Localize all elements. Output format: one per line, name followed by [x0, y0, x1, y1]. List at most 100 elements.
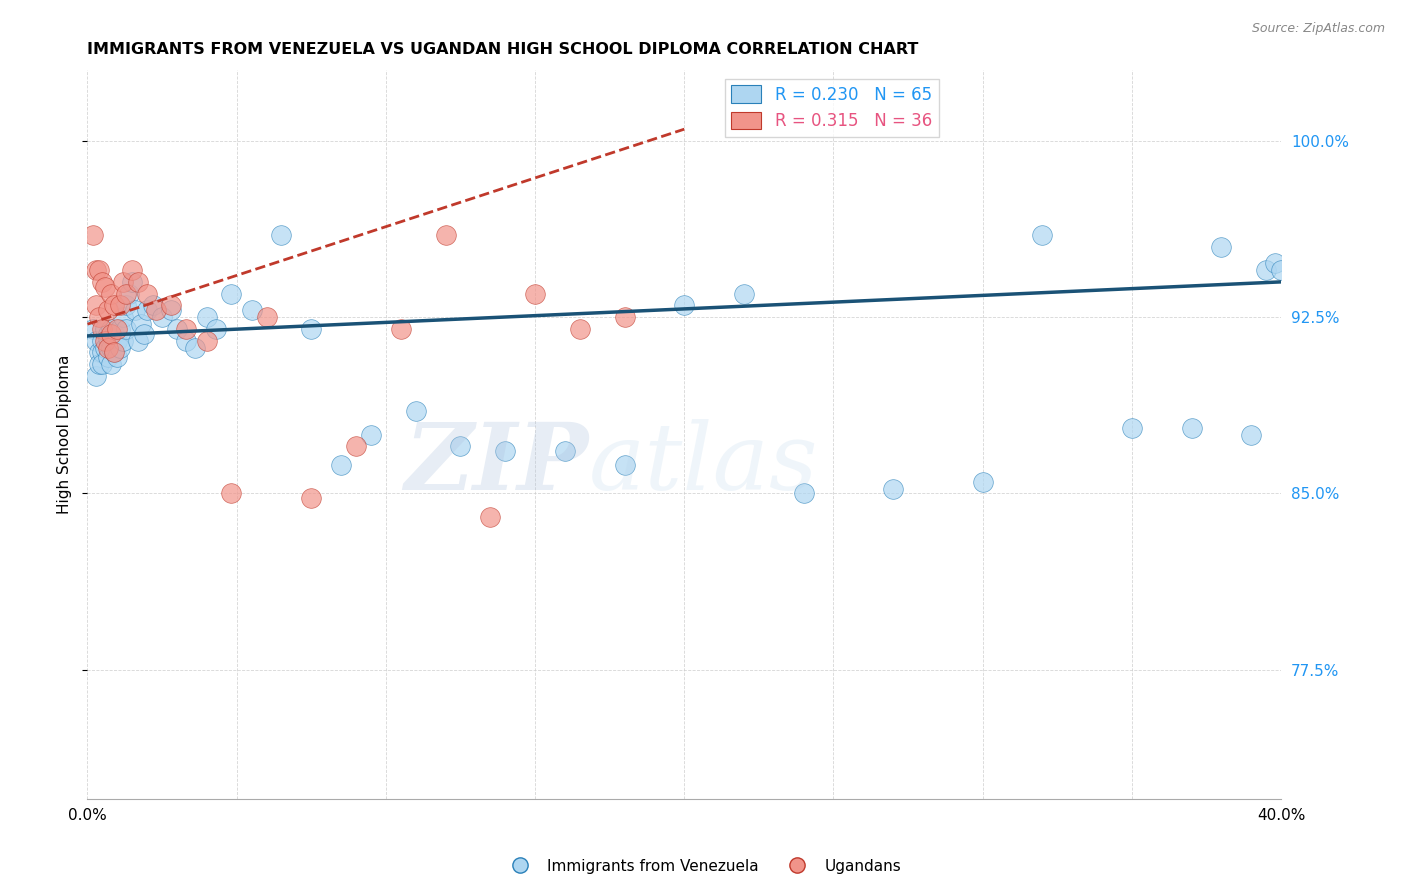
Point: [112, 334, 135, 348]
Point: [86, 263, 108, 277]
Point: [86, 368, 108, 383]
Point: [219, 486, 242, 500]
Point: [240, 303, 263, 318]
Point: [136, 303, 159, 318]
Point: [103, 345, 125, 359]
Point: [389, 322, 412, 336]
Point: [450, 439, 472, 453]
Point: [100, 322, 122, 336]
Point: [97, 326, 120, 341]
Point: [97, 331, 120, 345]
Point: [479, 509, 502, 524]
Point: [405, 404, 427, 418]
Point: [129, 317, 152, 331]
Point: [204, 322, 226, 336]
Point: [100, 341, 122, 355]
Point: [91, 322, 114, 336]
Point: [91, 334, 114, 348]
Point: [89, 357, 111, 371]
Point: [494, 444, 516, 458]
Point: [360, 427, 382, 442]
Point: [100, 357, 122, 371]
Point: [1256, 263, 1278, 277]
Point: [100, 326, 122, 341]
Point: [112, 275, 135, 289]
Point: [86, 334, 108, 348]
Point: [184, 341, 207, 355]
Text: Source: ZipAtlas.com: Source: ZipAtlas.com: [1251, 22, 1385, 36]
Point: [118, 286, 141, 301]
Point: [299, 322, 322, 336]
Point: [91, 275, 114, 289]
Point: [105, 334, 128, 348]
Point: [160, 298, 183, 312]
Point: [270, 227, 292, 242]
Text: atlas: atlas: [589, 418, 818, 508]
Text: ZIP: ZIP: [405, 418, 589, 508]
Point: [94, 279, 117, 293]
Point: [1264, 256, 1286, 270]
Point: [121, 275, 143, 289]
Legend: Immigrants from Venezuela, Ugandans: Immigrants from Venezuela, Ugandans: [499, 853, 907, 880]
Point: [97, 350, 120, 364]
Point: [1121, 420, 1143, 434]
Point: [110, 341, 132, 355]
Point: [344, 439, 367, 453]
Point: [82, 227, 104, 242]
Point: [121, 263, 143, 277]
Point: [136, 286, 159, 301]
Point: [91, 357, 114, 371]
Point: [166, 322, 188, 336]
Point: [94, 334, 117, 348]
Point: [97, 341, 120, 355]
Point: [127, 275, 149, 289]
Point: [613, 458, 636, 472]
Text: IMMIGRANTS FROM VENEZUELA VS UGANDAN HIGH SCHOOL DIPLOMA CORRELATION CHART: IMMIGRANTS FROM VENEZUELA VS UGANDAN HIG…: [87, 42, 920, 57]
Legend: R = 0.230   N = 65, R = 0.315   N = 36: R = 0.230 N = 65, R = 0.315 N = 36: [724, 78, 939, 136]
Point: [110, 322, 132, 336]
Point: [299, 491, 322, 505]
Point: [89, 263, 111, 277]
Point: [105, 322, 128, 336]
Point: [105, 350, 128, 364]
Point: [195, 310, 218, 325]
Point: [124, 303, 146, 318]
Point: [195, 334, 218, 348]
Point: [145, 303, 167, 318]
Point: [219, 286, 242, 301]
Point: [89, 345, 111, 359]
Point: [613, 310, 636, 325]
Point: [1270, 263, 1292, 277]
Point: [174, 334, 197, 348]
Point: [568, 322, 591, 336]
Point: [94, 341, 117, 355]
Point: [150, 310, 173, 325]
Point: [972, 475, 994, 489]
Point: [112, 310, 135, 325]
Point: [882, 482, 904, 496]
Point: [100, 286, 122, 301]
Point: [134, 326, 156, 341]
Point: [1240, 427, 1263, 442]
Point: [1211, 239, 1233, 253]
Point: [434, 227, 457, 242]
Point: [524, 286, 547, 301]
Point: [94, 322, 117, 336]
Point: [1180, 420, 1202, 434]
Point: [174, 322, 197, 336]
Point: [115, 298, 138, 312]
Point: [115, 322, 138, 336]
Point: [256, 310, 278, 325]
Point: [554, 444, 576, 458]
Point: [103, 326, 125, 341]
Point: [1031, 227, 1053, 242]
Point: [82, 322, 104, 336]
Point: [97, 303, 120, 318]
Point: [86, 298, 108, 312]
Point: [115, 286, 138, 301]
Point: [330, 458, 353, 472]
Point: [793, 486, 815, 500]
Point: [160, 303, 183, 318]
Point: [110, 298, 132, 312]
Point: [89, 310, 111, 325]
